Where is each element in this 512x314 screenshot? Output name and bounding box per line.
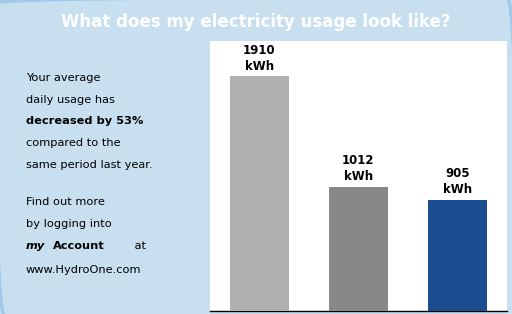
Bar xyxy=(329,187,388,311)
Bar xyxy=(428,200,487,311)
Text: at: at xyxy=(131,241,146,251)
Text: Your average: Your average xyxy=(26,73,100,83)
Text: Find out more: Find out more xyxy=(26,198,104,208)
Text: my: my xyxy=(26,241,45,251)
Text: decreased by 53%: decreased by 53% xyxy=(26,116,143,127)
Bar xyxy=(230,76,289,311)
Text: by logging into: by logging into xyxy=(26,219,111,229)
Text: daily usage has: daily usage has xyxy=(26,95,115,105)
Text: What does my electricity usage look like?: What does my electricity usage look like… xyxy=(61,13,451,31)
Text: Account: Account xyxy=(53,241,105,251)
Text: www.HydroOne.com: www.HydroOne.com xyxy=(26,265,141,275)
Text: same period last year.: same period last year. xyxy=(26,160,152,170)
Text: 1012
kWh: 1012 kWh xyxy=(342,154,375,183)
Text: 1910
kWh: 1910 kWh xyxy=(243,44,276,73)
Text: 905
kWh: 905 kWh xyxy=(443,167,472,196)
Text: compared to the: compared to the xyxy=(26,138,120,148)
